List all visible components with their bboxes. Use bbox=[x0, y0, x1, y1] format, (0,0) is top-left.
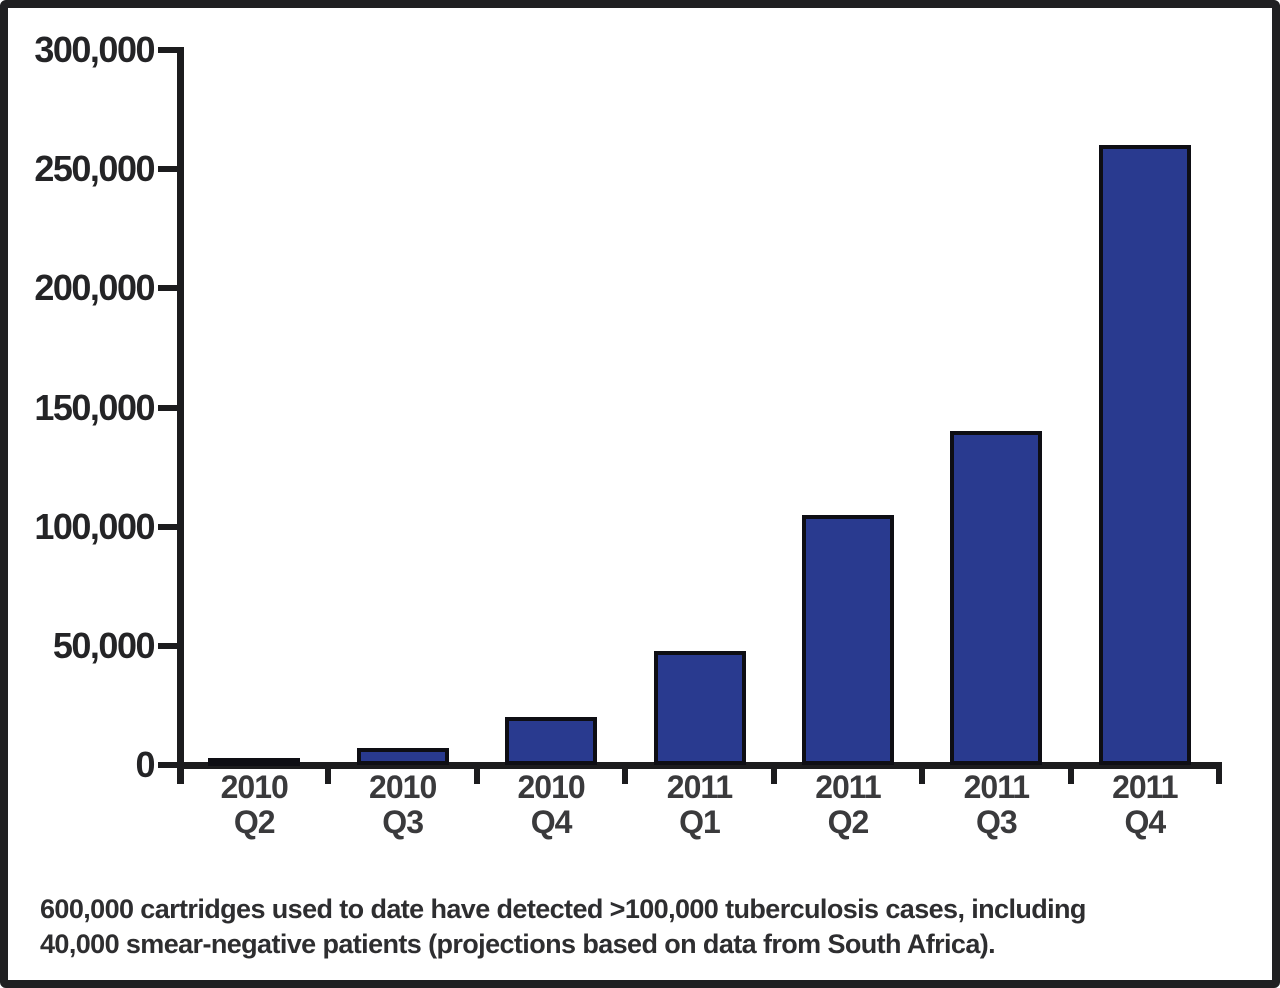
x-axis-line bbox=[177, 762, 1222, 769]
bar-2010-q4 bbox=[505, 717, 598, 765]
y-tick bbox=[158, 166, 180, 173]
x-tick bbox=[1216, 765, 1222, 784]
y-tick-label: 0 bbox=[135, 744, 155, 785]
x-tick-label-2011-q3: 2011 Q3 bbox=[922, 770, 1070, 840]
x-label-quarter: Q4 bbox=[1124, 804, 1166, 840]
x-label-quarter: Q1 bbox=[679, 804, 721, 840]
y-tick-label: 100,000 bbox=[34, 505, 155, 547]
x-tick-label-2011-q4: 2011 Q4 bbox=[1071, 770, 1219, 840]
bar-2011-q1 bbox=[653, 650, 746, 765]
x-label-year: 2010 bbox=[369, 769, 437, 805]
x-tick-label-2010-q4: 2010 Q4 bbox=[477, 770, 625, 840]
x-tick-label-2010-q3: 2010 Q3 bbox=[329, 770, 477, 840]
x-label-year: 2010 bbox=[220, 769, 289, 805]
caption-line-2: 40,000 smear-negative patients (projecti… bbox=[40, 929, 996, 959]
x-label-year: 2011 bbox=[666, 769, 733, 805]
x-label-quarter: Q2 bbox=[827, 804, 870, 840]
bar-2011-q3 bbox=[950, 431, 1043, 765]
x-tick-label-2011-q1: 2011 Q1 bbox=[626, 770, 774, 840]
y-tick bbox=[158, 285, 180, 292]
caption-line-1: 600,000 cartridges used to date have det… bbox=[40, 894, 1086, 924]
x-tick bbox=[770, 765, 777, 784]
x-label-year: 2011 bbox=[963, 769, 1030, 805]
bar-chart: 0 50,000 100,000 150,000 200,000 250,000 300,0… bbox=[8, 8, 1272, 980]
bar-2010-q2 bbox=[208, 757, 301, 766]
x-label-year: 2010 bbox=[517, 769, 585, 805]
y-tick bbox=[158, 523, 180, 530]
bar-2011-q4 bbox=[1098, 145, 1191, 765]
x-tick-label-2011-q2: 2011 Q2 bbox=[774, 770, 922, 840]
y-tick bbox=[158, 762, 180, 768]
x-tick bbox=[1067, 765, 1074, 784]
x-tick bbox=[473, 765, 480, 784]
figure-caption: 600,000 cartridges used to date have det… bbox=[40, 892, 1260, 962]
bar-2011-q2 bbox=[801, 514, 894, 765]
x-label-quarter: Q3 bbox=[382, 804, 424, 840]
y-tick-label: 250,000 bbox=[34, 148, 155, 190]
x-label-quarter: Q4 bbox=[530, 804, 573, 840]
y-tick bbox=[158, 404, 180, 411]
x-label-quarter: Q2 bbox=[233, 804, 276, 840]
bar-2010-q3 bbox=[356, 748, 449, 765]
x-tick bbox=[919, 765, 926, 784]
y-tick-label: 300,000 bbox=[34, 29, 155, 70]
x-label-year: 2011 bbox=[815, 769, 881, 805]
x-tick-label-2010-q2: 2010 Q2 bbox=[180, 770, 328, 840]
y-axis-line bbox=[177, 47, 184, 784]
y-tick-label: 200,000 bbox=[34, 267, 155, 309]
y-tick bbox=[158, 642, 180, 649]
x-tick bbox=[622, 765, 629, 784]
y-tick-label: 150,000 bbox=[34, 386, 155, 428]
x-tick bbox=[325, 765, 332, 784]
x-label-year: 2011 bbox=[1112, 769, 1178, 805]
y-tick bbox=[158, 47, 180, 53]
y-tick-label: 50,000 bbox=[52, 624, 156, 666]
x-label-quarter: Q3 bbox=[976, 804, 1018, 840]
